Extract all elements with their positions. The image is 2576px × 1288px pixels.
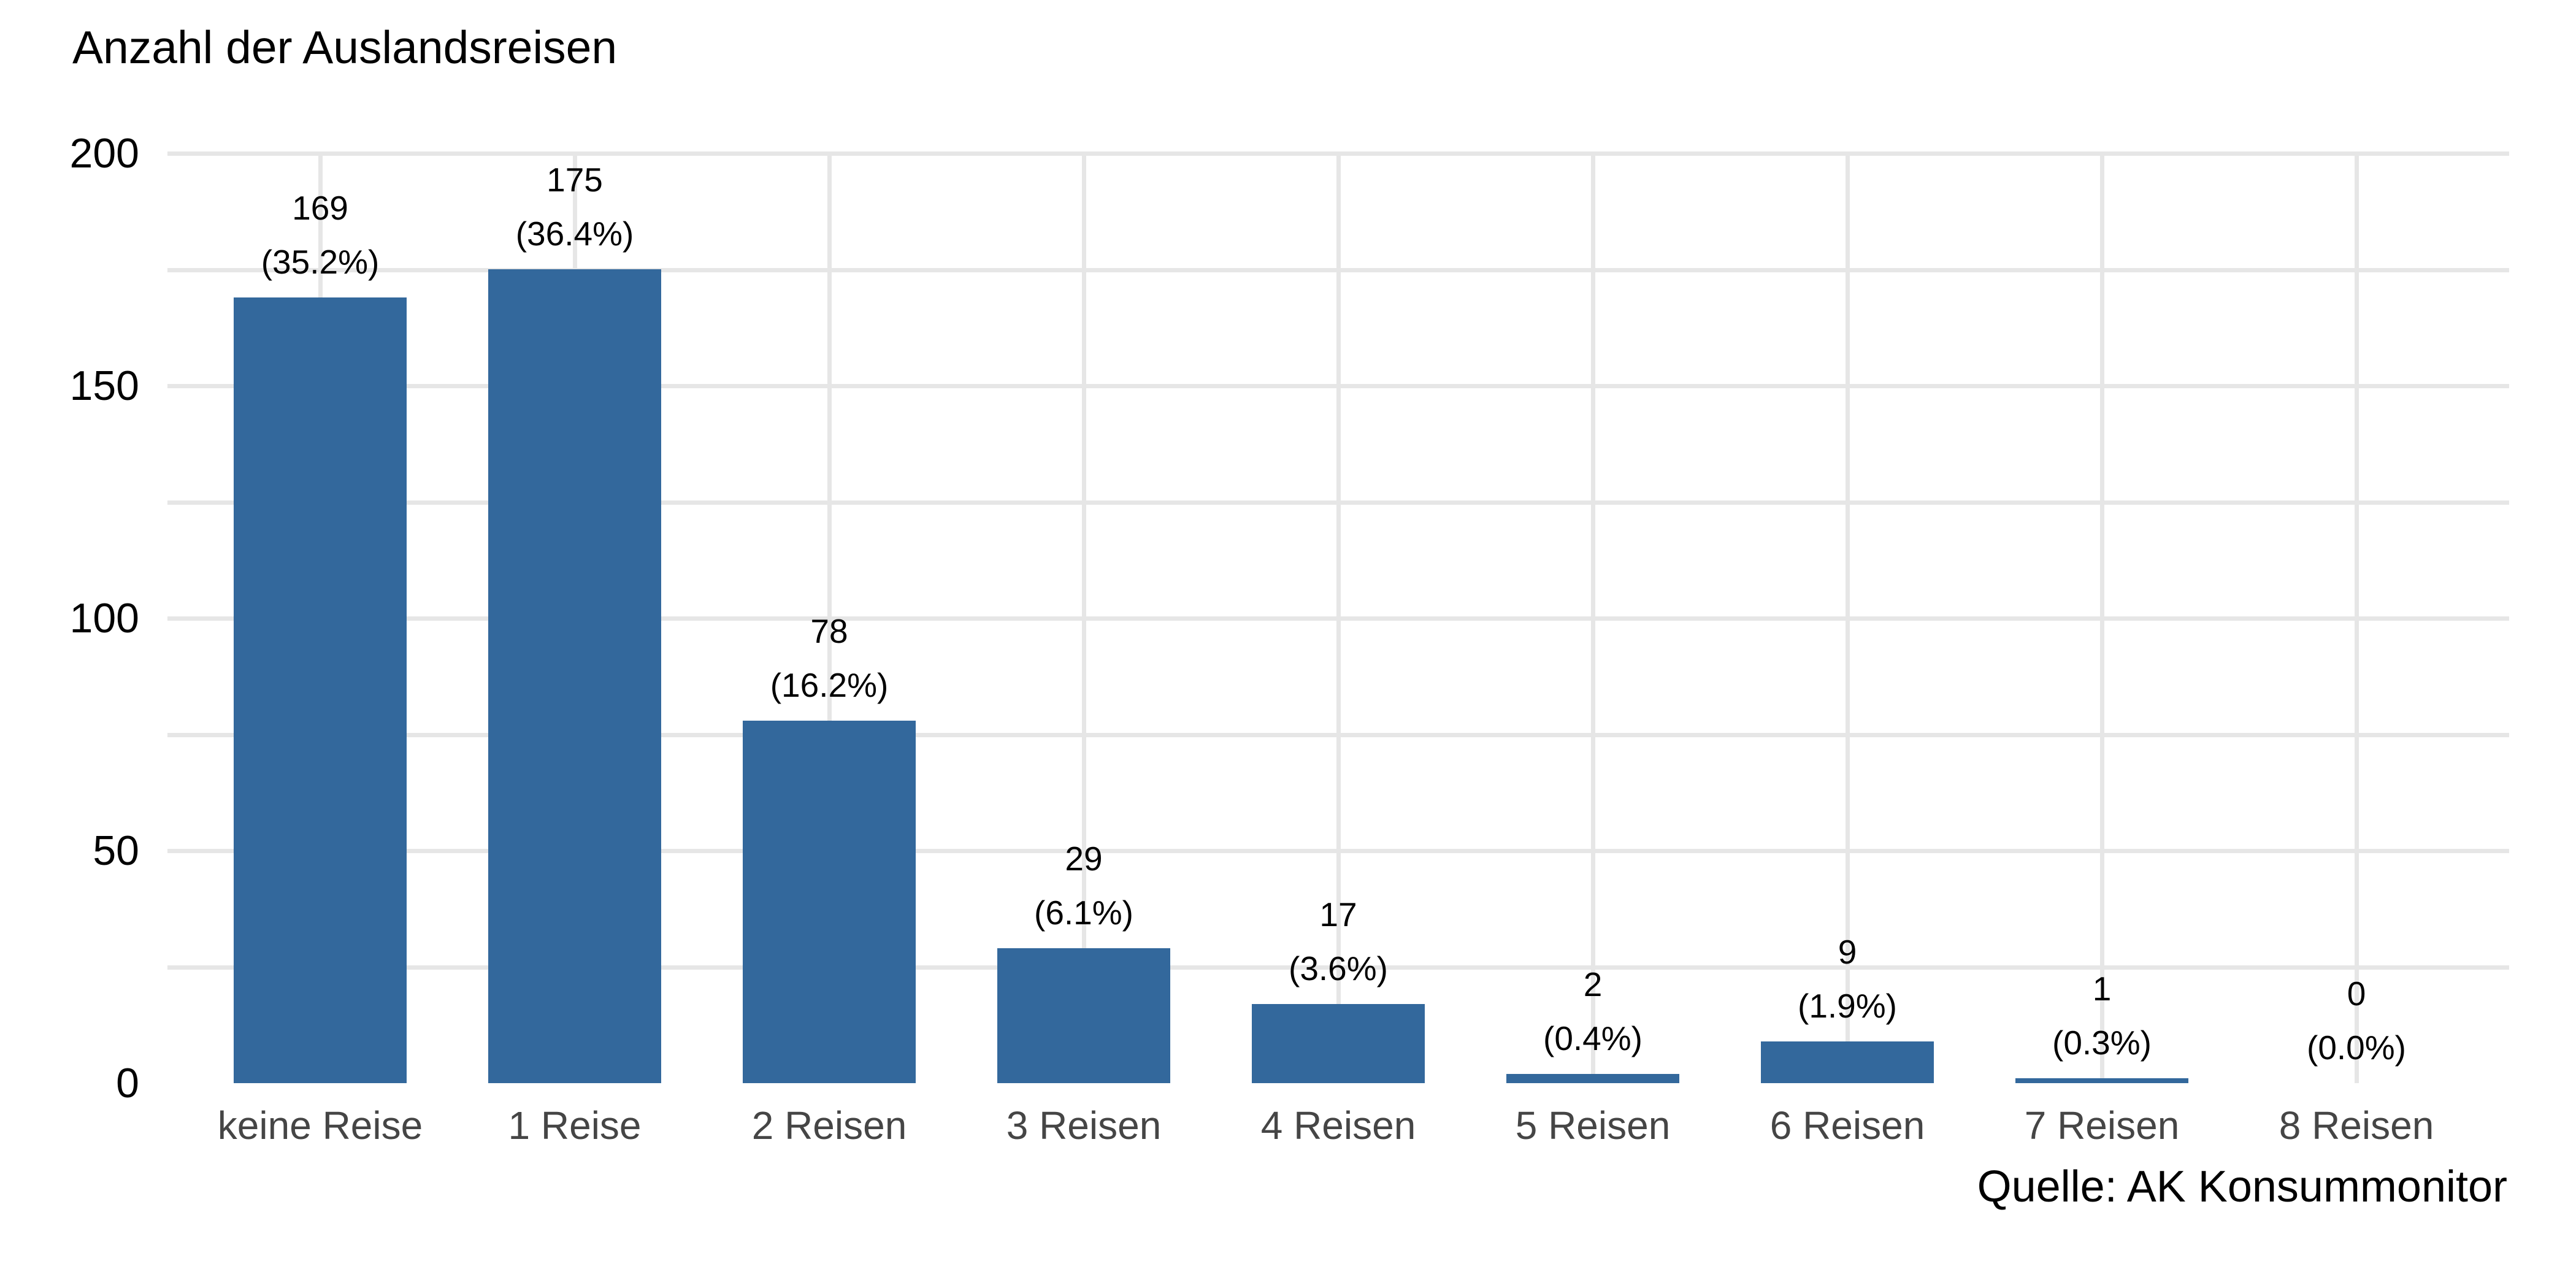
x-axis-tick-label: 3 Reisen	[1006, 1103, 1162, 1148]
bar-percent: (0.3%)	[2052, 1024, 2152, 1062]
x-gridline	[1082, 153, 1086, 1083]
bar-count: 175	[546, 161, 603, 199]
bar	[997, 948, 1170, 1083]
bar-count: 0	[2347, 975, 2366, 1013]
bar-count: 9	[1838, 933, 1857, 971]
bar-value-label: 0 (0.0%)	[2307, 967, 2406, 1075]
plot-area: 169 (35.2%) 175 (36.4%) 78 (16.2%) 29 (6.1%) 17(…	[167, 151, 2509, 1083]
bar-percent: (0.4%)	[1543, 1019, 1643, 1057]
y-axis-tick-label: 100	[69, 595, 139, 642]
x-axis-tick-label: 1 Reise	[508, 1103, 642, 1148]
bar-value-label: 2 (0.4%)	[1543, 957, 1643, 1065]
x-gridline	[2355, 153, 2359, 1083]
x-gridline	[827, 153, 832, 1083]
bar-percent: (16.2%)	[770, 666, 889, 704]
x-axis-tick-label: 2 Reisen	[751, 1103, 907, 1148]
x-gridline	[1591, 153, 1595, 1083]
bar	[1252, 1004, 1425, 1083]
y-axis-tick-label: 200	[69, 130, 139, 177]
bar-percent: (36.4%)	[515, 215, 634, 253]
bar-count: 2	[1583, 965, 1603, 1003]
bar-percent: (3.6%)	[1289, 949, 1388, 987]
bar-value-label: 29 (6.1%)	[1034, 832, 1133, 940]
x-gridline	[1846, 153, 1850, 1083]
y-axis-tick-label: 150	[69, 362, 139, 409]
bar-count: 17	[1319, 895, 1357, 933]
bar	[1506, 1074, 1679, 1083]
bar-value-label: 169 (35.2%)	[261, 181, 380, 289]
bar-count: 29	[1065, 840, 1103, 878]
bar	[488, 269, 661, 1083]
bar-value-label: 78 (16.2%)	[770, 604, 889, 712]
x-axis-tick-label: keine Reise	[217, 1103, 423, 1148]
bar-value-label: 17 (3.6%)	[1289, 887, 1388, 995]
bar-count: 1	[2092, 970, 2112, 1008]
bar	[2015, 1078, 2188, 1083]
bar-percent: (35.2%)	[261, 243, 380, 281]
bar-value-label: 175 (36.4%)	[516, 153, 634, 261]
bar-value-label: 1 (0.3%)	[2052, 962, 2152, 1070]
bar	[743, 721, 916, 1083]
bar-percent: (1.9%)	[1798, 987, 1897, 1025]
x-axis-tick-label: 5 Reisen	[1515, 1103, 1671, 1148]
x-gridline	[1336, 153, 1341, 1083]
x-axis-tick-label: 8 Reisen	[2279, 1103, 2434, 1148]
bar-value-label: 9 (1.9%)	[1798, 925, 1897, 1033]
x-axis-tick-label: 7 Reisen	[2024, 1103, 2180, 1148]
x-axis-tick-label: 6 Reisen	[1769, 1103, 1925, 1148]
x-axis-tick-label: 4 Reisen	[1260, 1103, 1416, 1148]
bar-percent: (0.0%)	[2307, 1029, 2406, 1067]
bar	[234, 297, 407, 1083]
y-axis-tick-label: 50	[93, 827, 139, 874]
chart-title: Anzahl der Auslandsreisen	[72, 21, 618, 73]
source-caption: Quelle: AK Konsummonitor	[1977, 1162, 2507, 1211]
bar-count: 78	[810, 612, 848, 650]
bar	[1761, 1041, 1934, 1083]
bar-percent: (6.1%)	[1034, 894, 1133, 932]
bar-count: 169	[292, 189, 348, 227]
x-gridline	[2100, 153, 2104, 1083]
y-axis-tick-label: 0	[116, 1060, 139, 1106]
